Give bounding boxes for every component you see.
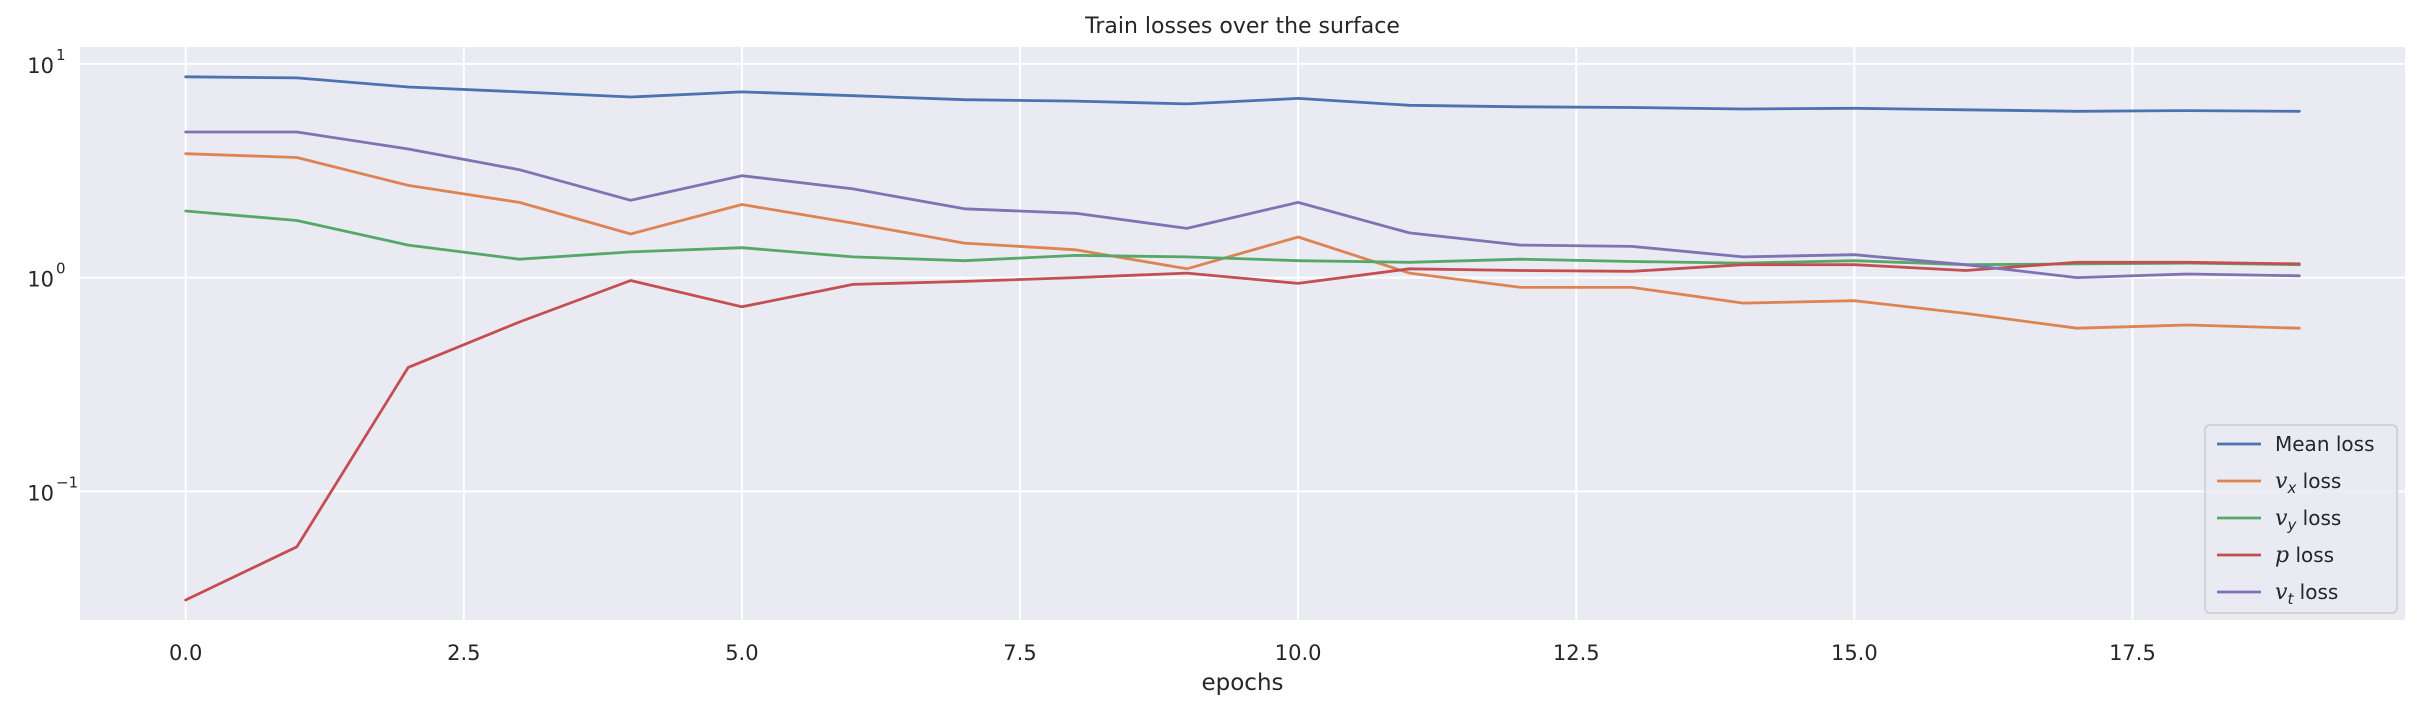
x-axis-label: epochs (1201, 670, 1283, 696)
legend-box (2204, 424, 2398, 614)
y-tick-exponent: 0 (56, 260, 66, 278)
legend-entry: p loss (2275, 543, 2334, 568)
chart-title: Train losses over the surface (1084, 14, 1400, 39)
plot-area (80, 47, 2405, 620)
y-tick-exponent: −1 (56, 473, 78, 491)
legend-entry: vx loss (2275, 469, 2341, 497)
x-tick-label: 0.0 (169, 641, 202, 665)
x-tick-label: 17.5 (2109, 641, 2156, 665)
y-tick-label: 10 (27, 54, 54, 78)
x-tick-label: 7.5 (1003, 641, 1036, 665)
x-tick-label: 12.5 (1553, 641, 1600, 665)
legend: Mean loss vx loss vy loss p loss vt loss (2204, 424, 2398, 614)
legend-entry: Mean loss (2275, 432, 2374, 456)
series-line (184, 260, 2301, 602)
series-line (184, 130, 2301, 280)
legend-entry: vt loss (2275, 580, 2338, 608)
y-tick-exponent: 1 (56, 46, 66, 64)
x-tick-label: 10.0 (1275, 641, 1322, 665)
series-line (184, 75, 2301, 113)
legend-entry: vy loss (2275, 506, 2341, 534)
x-tick-label: 15.0 (1831, 641, 1878, 665)
x-tick-label: 2.5 (447, 641, 480, 665)
x-tick-labels: 0.0 2.5 5.0 7.5 10.0 12.5 15.0 17.5 (169, 641, 2156, 665)
series-layer (184, 75, 2301, 602)
series-line (184, 152, 2301, 330)
grid-lines (80, 47, 2405, 620)
y-tick-label: 10 (27, 481, 54, 505)
x-tick-label: 5.0 (725, 641, 758, 665)
y-tick-label: 10 (27, 268, 54, 292)
